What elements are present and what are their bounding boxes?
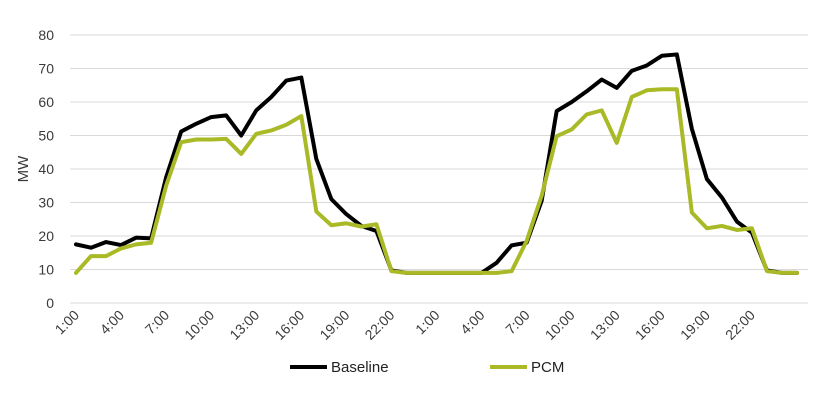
y-tick-label: 10: [38, 262, 54, 278]
y-axis-ticks: 0 10 20 30 40 50 60 70 80: [38, 27, 54, 311]
legend: Baseline PCM: [290, 359, 564, 376]
series-lines: [74, 52, 799, 275]
legend-label-baseline: Baseline: [331, 359, 389, 376]
x-tick-label: 7:00: [142, 307, 173, 338]
y-tick-label: 20: [38, 228, 54, 244]
x-tick-label: 16:00: [632, 307, 668, 343]
x-tick-label: 10:00: [542, 307, 578, 343]
y-tick-label: 60: [38, 94, 54, 110]
gridlines: [70, 34, 808, 304]
y-axis-title: MW: [15, 155, 32, 182]
x-tick-label: 1:00: [52, 307, 83, 338]
x-tick-label: 1:00: [412, 307, 443, 338]
x-tick-label: 19:00: [316, 307, 352, 343]
x-axis-ticks: 1:00 4:00 7:00 10:00 13:00 16:00 19:00 22:00 1:0…: [52, 307, 759, 343]
x-tick-label: 10:00: [181, 307, 217, 343]
legend-label-pcm: PCM: [531, 359, 564, 376]
series-line-pcm: [74, 87, 799, 275]
x-tick-label: 4:00: [457, 307, 488, 338]
y-tick-label: 80: [38, 27, 54, 43]
y-tick-label: 30: [38, 195, 54, 211]
y-tick-label: 0: [46, 295, 54, 311]
x-tick-label: 4:00: [97, 307, 128, 338]
y-tick-label: 40: [38, 161, 54, 177]
x-tick-label: 13:00: [587, 307, 623, 343]
x-tick-label: 22:00: [361, 307, 397, 343]
series-line-baseline: [74, 52, 799, 275]
y-tick-label: 70: [38, 61, 54, 77]
x-tick-label: 19:00: [677, 307, 713, 343]
x-tick-label: 22:00: [722, 307, 758, 343]
x-tick-label: 7:00: [502, 307, 533, 338]
x-tick-label: 13:00: [226, 307, 262, 343]
y-tick-label: 50: [38, 128, 54, 144]
x-tick-label: 16:00: [271, 307, 307, 343]
